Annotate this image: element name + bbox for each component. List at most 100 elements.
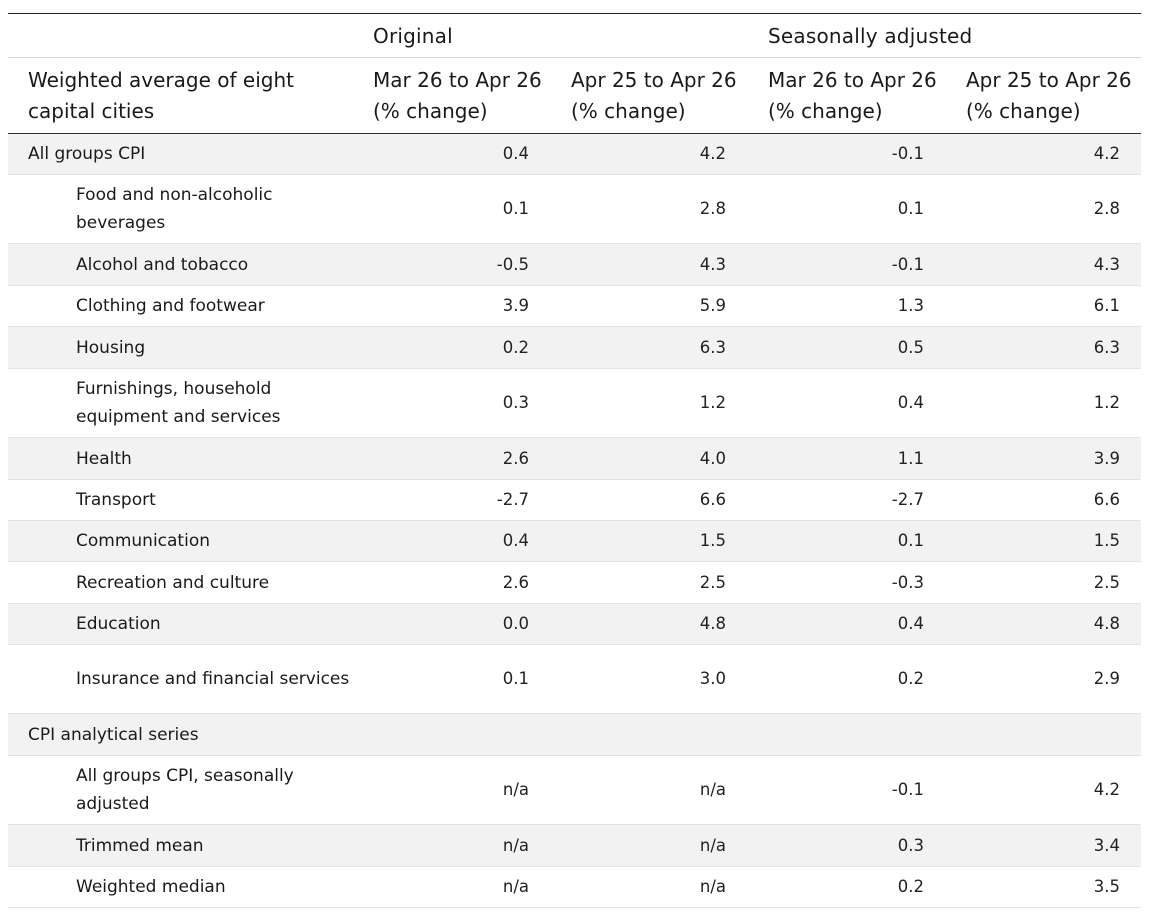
cell-value: 3.5: [945, 866, 1141, 908]
cell-value: 2.8: [945, 174, 1141, 244]
cell-value: n/a: [550, 755, 747, 825]
row-label: Alcohol and tobacco: [8, 243, 352, 286]
column-header-category: Weighted average of eight capital cities: [8, 57, 352, 134]
cell-value: 1.3: [747, 285, 945, 327]
cell-value: 6.1: [945, 285, 1141, 327]
row-label: Trimmed mean: [8, 824, 352, 867]
cell-value: 2.6: [352, 437, 550, 480]
cell-value: [352, 713, 550, 756]
cell-value: 0.4: [747, 368, 945, 438]
cell-value: [945, 713, 1141, 756]
row-label: Insurance and financial services: [8, 644, 352, 714]
cell-value: 0.3: [747, 824, 945, 867]
cpi-table-container: Original Seasonally adjusted Weighted av…: [8, 13, 1141, 908]
group-header-seasonally-adjusted: Seasonally adjusted: [747, 13, 1141, 58]
cell-value: 3.0: [550, 644, 747, 714]
cell-value: 2.6: [352, 561, 550, 604]
table-row-section-cpi-analytical-series: CPI analytical series: [8, 713, 1141, 756]
cell-value: -0.5: [352, 243, 550, 286]
table-row: Education 0.0 4.8 0.4 4.8: [8, 603, 1141, 645]
cell-value: 2.5: [550, 561, 747, 604]
cell-value: 1.5: [550, 520, 747, 562]
row-label: Education: [8, 603, 352, 645]
cell-value: 0.0: [352, 603, 550, 645]
cell-value: 4.8: [550, 603, 747, 645]
cell-value: 0.1: [747, 174, 945, 244]
column-header-row: Weighted average of eight capital cities…: [8, 57, 1141, 134]
cell-value: -2.7: [747, 479, 945, 521]
cell-value: -0.1: [747, 133, 945, 175]
cell-value: 6.3: [550, 326, 747, 369]
cell-value: 6.6: [945, 479, 1141, 521]
cell-value: 3.9: [945, 437, 1141, 480]
cell-value: 4.3: [945, 243, 1141, 286]
table-row: Clothing and footwear 3.9 5.9 1.3 6.1: [8, 285, 1141, 327]
cell-value: [550, 713, 747, 756]
cell-value: 4.0: [550, 437, 747, 480]
cell-value: 2.5: [945, 561, 1141, 604]
table-row: Transport -2.7 6.6 -2.7 6.6: [8, 479, 1141, 521]
table-row: Furnishings, household equipment and ser…: [8, 368, 1141, 438]
cell-value: n/a: [352, 824, 550, 867]
cell-value: 0.4: [747, 603, 945, 645]
cell-value: 0.3: [352, 368, 550, 438]
cell-value: 4.2: [945, 133, 1141, 175]
table-row-all-groups-cpi: All groups CPI 0.4 4.2 -0.1 4.2: [8, 133, 1141, 175]
table-row: Housing 0.2 6.3 0.5 6.3: [8, 326, 1141, 369]
cell-value: -0.3: [747, 561, 945, 604]
table-row: Trimmed mean n/a n/a 0.3 3.4: [8, 824, 1141, 867]
row-label: All groups CPI: [8, 133, 352, 175]
row-label: Transport: [8, 479, 352, 521]
cell-value: 1.1: [747, 437, 945, 480]
table-row: Weighted median n/a n/a 0.2 3.5: [8, 866, 1141, 908]
cell-value: 4.8: [945, 603, 1141, 645]
row-label: Clothing and footwear: [8, 285, 352, 327]
row-label: Housing: [8, 326, 352, 369]
cell-value: 2.9: [945, 644, 1141, 714]
cell-value: 0.1: [352, 174, 550, 244]
cell-value: [747, 713, 945, 756]
cell-value: 1.2: [945, 368, 1141, 438]
table-row: Food and non-alcoholic beverages 0.1 2.8…: [8, 174, 1141, 244]
cell-value: 1.5: [945, 520, 1141, 562]
cell-value: 0.2: [352, 326, 550, 369]
cell-value: 2.8: [550, 174, 747, 244]
cell-value: 0.4: [352, 520, 550, 562]
cell-value: 1.2: [550, 368, 747, 438]
cell-value: 6.6: [550, 479, 747, 521]
table-row: Communication 0.4 1.5 0.1 1.5: [8, 520, 1141, 562]
cell-value: n/a: [550, 866, 747, 908]
table-row: Health 2.6 4.0 1.1 3.9: [8, 437, 1141, 480]
row-label: Recreation and culture: [8, 561, 352, 604]
cell-value: 4.2: [945, 755, 1141, 825]
table-row: Insurance and financial services 0.1 3.0…: [8, 644, 1141, 714]
cell-value: n/a: [550, 824, 747, 867]
row-label: All groups CPI, seasonally adjusted: [8, 755, 352, 825]
row-label: Food and non-alcoholic beverages: [8, 174, 352, 244]
cell-value: 0.1: [747, 520, 945, 562]
cell-value: n/a: [352, 866, 550, 908]
row-label: Communication: [8, 520, 352, 562]
cell-value: -0.1: [747, 755, 945, 825]
cell-value: 4.3: [550, 243, 747, 286]
cell-value: -2.7: [352, 479, 550, 521]
column-header-sa-monthly: Mar 26 to Apr 26 (% change): [747, 57, 945, 134]
table-row: Alcohol and tobacco -0.5 4.3 -0.1 4.3: [8, 243, 1141, 286]
cell-value: 0.2: [747, 866, 945, 908]
column-header-original-monthly: Mar 26 to Apr 26 (% change): [352, 57, 550, 134]
cell-value: 5.9: [550, 285, 747, 327]
group-header-original: Original: [352, 13, 747, 58]
column-header-sa-annual: Apr 25 to Apr 26 (% change): [945, 57, 1141, 134]
group-header-row: Original Seasonally adjusted: [8, 13, 1141, 58]
cell-value: 0.4: [352, 133, 550, 175]
row-label: Weighted median: [8, 866, 352, 908]
cell-value: 0.1: [352, 644, 550, 714]
section-label: CPI analytical series: [8, 713, 352, 756]
cell-value: 3.4: [945, 824, 1141, 867]
table-row: Recreation and culture 2.6 2.5 -0.3 2.5: [8, 561, 1141, 604]
cell-value: 3.9: [352, 285, 550, 327]
row-label: Furnishings, household equipment and ser…: [8, 368, 352, 438]
cell-value: 0.2: [747, 644, 945, 714]
cell-value: -0.1: [747, 243, 945, 286]
cell-value: 0.5: [747, 326, 945, 369]
